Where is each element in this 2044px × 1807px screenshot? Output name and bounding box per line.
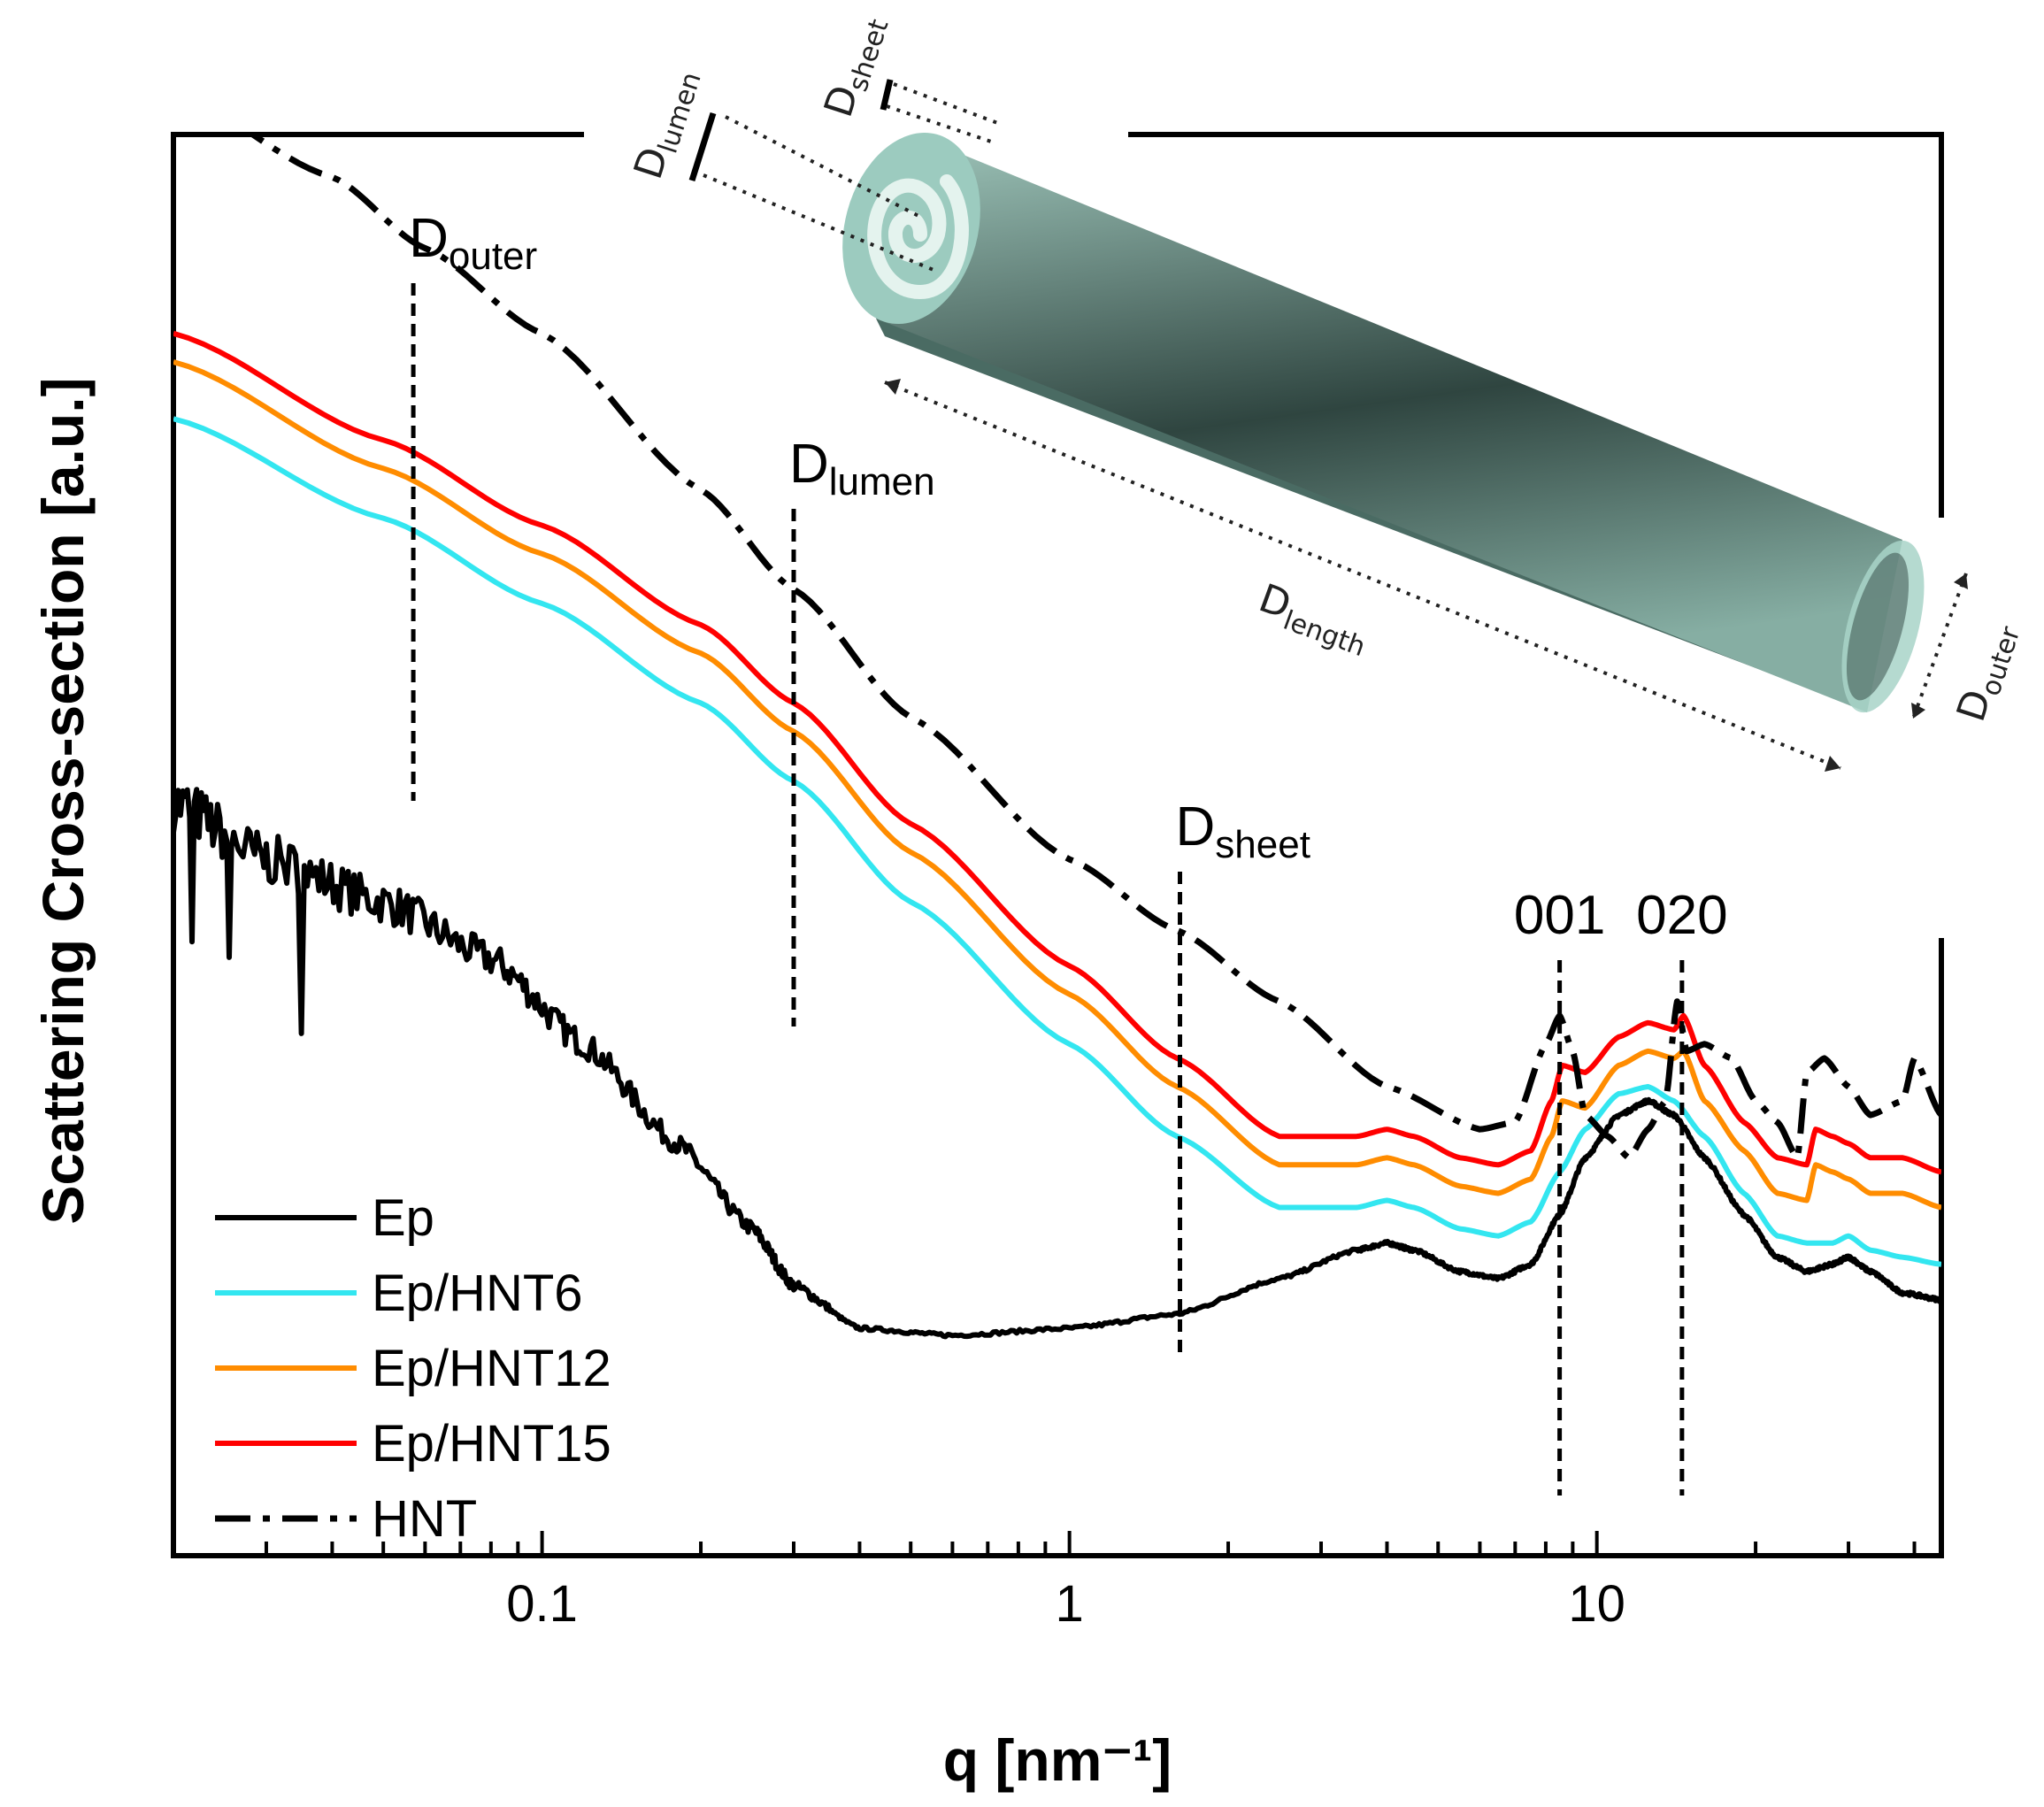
x-axis-ticks (172, 1531, 1917, 1556)
nanotube-diagram: Dlumen Dsheet Dlength Douter (626, 15, 2027, 772)
x-axis-title: q [nm⁻¹] (943, 1727, 1172, 1793)
marker-label: Douter (409, 208, 537, 278)
legend-item-ep-hnt15: Ep/HNT15 (215, 1415, 611, 1473)
marker-label: Dsheet (1176, 796, 1310, 866)
x-tick-label: 10 (1568, 1575, 1625, 1633)
svg-text:Ep: Ep (372, 1189, 434, 1247)
x-tick-label: 1 (1056, 1575, 1084, 1633)
legend-item-hnt: HNT (215, 1490, 477, 1548)
marker-label: Dlumen (789, 434, 935, 504)
series-layer (173, 135, 1941, 1340)
diagram-label-length: Dlength (1251, 575, 1377, 663)
annotation-markers: Douter Dlumen Dsheet 001 020 (409, 208, 1728, 1496)
y-axis-title: Scattering Cross-section [a.u.] (30, 377, 96, 1224)
svg-text:Ep/HNT15: Ep/HNT15 (372, 1415, 611, 1473)
series-line-ep (173, 787, 1941, 1340)
legend: Ep Ep/HNT6 Ep/HNT12 Ep/HNT15 HNT (215, 1189, 611, 1548)
legend-item-ep-hnt6: Ep/HNT6 (215, 1265, 583, 1322)
legend-item-ep: Ep (215, 1189, 434, 1247)
x-tick-label: 0.1 (506, 1575, 578, 1633)
marker-label: 020 (1636, 885, 1727, 946)
series-line-ep-hnt15 (173, 330, 1941, 1175)
tube-body (876, 137, 1902, 712)
svg-text:Ep/HNT6: Ep/HNT6 (372, 1265, 583, 1322)
tube-end-shade (1846, 552, 1910, 701)
series-line-hnt (247, 135, 1941, 1161)
legend-item-ep-hnt12: Ep/HNT12 (215, 1340, 611, 1397)
diagram-label-outer: Douter (1948, 617, 2027, 728)
x-axis-tick-labels: 0.1 1 10 (506, 1575, 1625, 1633)
series-line-ep-hnt12 (173, 359, 1941, 1211)
series-line-ep-hnt6 (173, 416, 1941, 1267)
svg-text:HNT: HNT (372, 1490, 477, 1548)
plot-frame (171, 132, 1944, 1558)
scroll-spiral (867, 174, 969, 300)
svg-text:Ep/HNT12: Ep/HNT12 (372, 1340, 611, 1397)
marker-label: 001 (1514, 885, 1605, 946)
